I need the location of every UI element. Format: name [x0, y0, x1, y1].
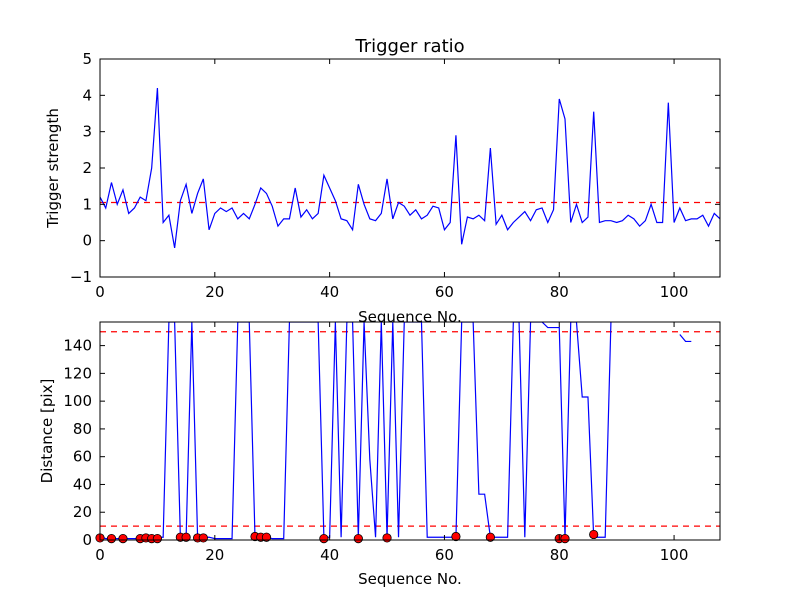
top-y-tick-label: 3 — [82, 123, 92, 141]
top-x-tick-label: 60 — [435, 283, 454, 301]
bottom-marker-point — [198, 533, 208, 543]
top-x-tick-label: 100 — [660, 283, 689, 301]
bottom-x-tick-label: 60 — [435, 546, 454, 564]
top-x-axis-label: Sequence No. — [358, 308, 462, 326]
top-y-axis-label: Trigger strength — [44, 108, 62, 229]
bottom-x-tick-label: 40 — [320, 546, 339, 564]
top-y-tick-label: 2 — [82, 159, 92, 177]
bottom-y-tick-label: 20 — [73, 503, 92, 521]
bottom-y-tick-label: 100 — [63, 392, 92, 410]
bottom-marker-point — [589, 529, 599, 540]
top-chart-title: Trigger ratio — [354, 36, 464, 57]
bottom-marker-point — [353, 534, 363, 544]
top-y-tick-label: 5 — [82, 50, 92, 68]
bottom-y-tick-label: 80 — [73, 420, 92, 438]
top-x-tick-label: 20 — [205, 283, 224, 301]
top-series-line-0 — [100, 88, 720, 249]
bottom-marker-point — [560, 534, 570, 544]
bottom-axis-ticks: 0 20 40 60 80 100 0 20 40 60 80 100 120 140 — [63, 322, 720, 564]
bottom-y-tick-label: 140 — [63, 337, 92, 355]
bottom-clipped-group — [100, 322, 720, 540]
bottom-x-tick-label: 100 — [660, 546, 689, 564]
bottom-y-tick-label: 120 — [63, 364, 92, 382]
top-x-tick-label: 80 — [550, 283, 569, 301]
bottom-x-axis-label: Sequence No. — [358, 570, 462, 588]
bottom-y-axis-label: Distance [pix] — [38, 379, 56, 484]
bottom-marker-point — [451, 531, 461, 542]
bottom-marker-point — [319, 534, 329, 544]
top-x-tick-label: 0 — [95, 283, 105, 301]
top-plot-area — [100, 88, 720, 249]
top-x-tick-label: 40 — [320, 283, 339, 301]
bottom-marker-point — [118, 534, 128, 544]
bottom-x-tick-label: 80 — [550, 546, 569, 564]
top-clipped-group — [100, 88, 720, 249]
bottom-marker-point — [382, 533, 392, 543]
bottom-chart: 0 20 40 60 80 100 0 20 40 60 80 100 120 140 Sequence … — [38, 321, 721, 588]
top-y-tick-label: 1 — [82, 195, 92, 213]
top-y-tick-label: 0 — [82, 232, 92, 250]
bottom-x-tick-label: 0 — [95, 546, 105, 564]
top-y-tick-label: −1 — [70, 268, 92, 286]
bottom-marker-point — [106, 534, 117, 544]
bottom-y-tick-label: 0 — [82, 531, 92, 549]
bottom-y-tick-label: 60 — [73, 448, 92, 466]
bottom-y-tick-label: 40 — [73, 475, 92, 493]
bottom-marker-point — [181, 532, 191, 542]
bottom-marker-point — [485, 532, 495, 542]
bottom-marker-point — [152, 534, 163, 544]
bottom-x-tick-label: 20 — [205, 546, 224, 564]
bottom-plot-frame — [99, 321, 721, 541]
top-y-tick-label: 4 — [82, 86, 92, 104]
bottom-marker-point — [261, 532, 272, 542]
